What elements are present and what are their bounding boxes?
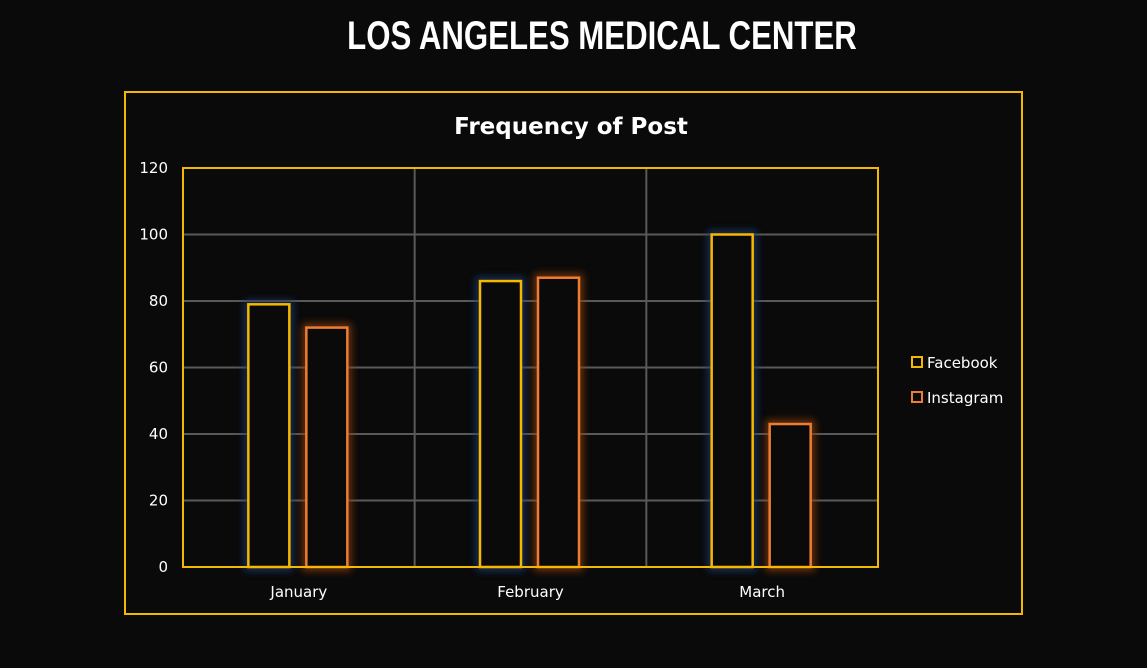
- y-tick-label: 80: [149, 292, 168, 310]
- chart-title: Frequency of Post: [454, 114, 688, 140]
- y-tick-label: 120: [139, 159, 168, 177]
- legend-label-facebook: Facebook: [927, 354, 998, 372]
- bar-instagram-january: [305, 326, 349, 569]
- legend-swatch-instagram: [911, 391, 923, 403]
- legend-label-instagram: Instagram: [927, 389, 1003, 407]
- page-title: LOS ANGELES MEDICAL CENTER: [347, 14, 857, 58]
- x-tick-label: February: [497, 583, 564, 601]
- plot-area-border: [182, 167, 879, 568]
- bar-facebook-march: [710, 233, 754, 569]
- x-tick-label: January: [269, 583, 327, 601]
- y-tick-label: 100: [139, 226, 168, 244]
- bar-facebook-january: [247, 303, 291, 569]
- y-tick-label: 60: [149, 359, 168, 377]
- y-tick-label: 20: [149, 492, 168, 510]
- x-tick-label: March: [739, 583, 785, 601]
- legend-swatch-facebook: [911, 356, 923, 368]
- bar-instagram-march: [768, 422, 812, 569]
- chart-frame: [124, 91, 1023, 615]
- bar-facebook-february: [478, 279, 523, 569]
- y-tick-label: 0: [158, 558, 168, 576]
- bar-instagram-february: [536, 276, 581, 569]
- y-tick-label: 40: [149, 425, 168, 443]
